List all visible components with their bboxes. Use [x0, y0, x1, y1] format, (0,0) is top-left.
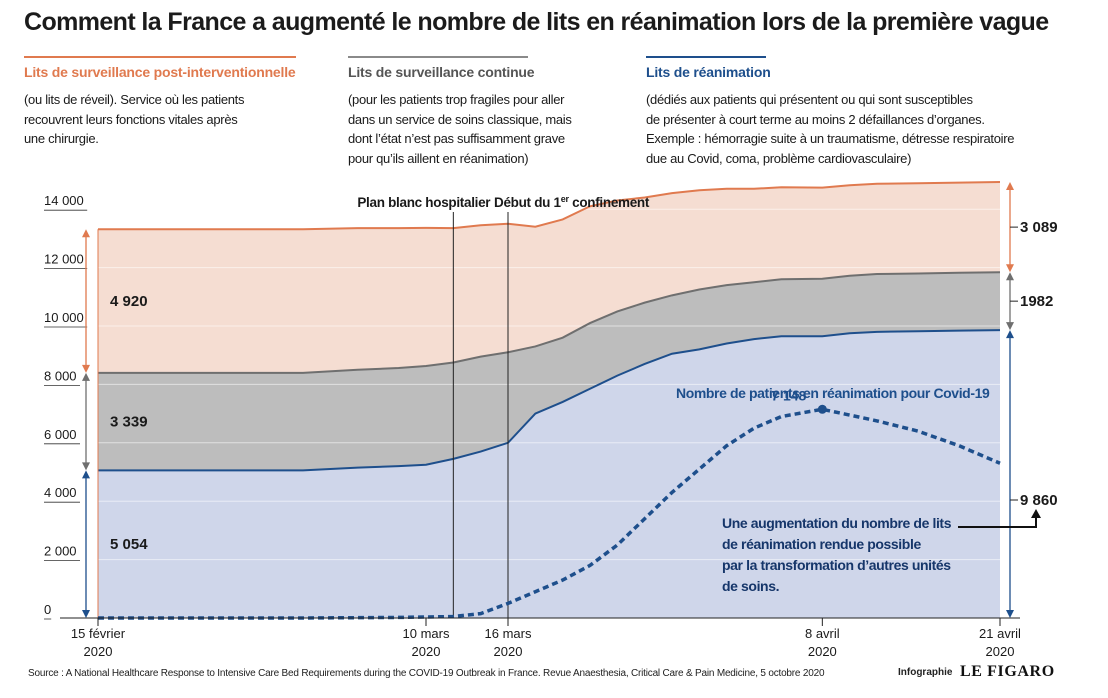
y-tick-label: 14 000: [44, 193, 84, 208]
category-title-post-interventionnelle: Lits de surveillance post-interventionne…: [24, 64, 296, 80]
x-tick-label: 15 février: [71, 626, 126, 641]
line-lits-de-reanimation: [98, 329, 1001, 472]
category-title-reanimation: Lits de réanimation: [646, 64, 771, 80]
annotation-arrow: [958, 515, 1037, 528]
category-rule-post-interventionnelle: [24, 56, 296, 58]
chart-title: Comment la France a augmenté le nombre d…: [24, 8, 1049, 36]
y-tick-label: 8 000: [44, 368, 77, 383]
x-tick-year: 2020: [84, 644, 113, 659]
category-description-continue: (pour les patients trop fragiles pour al…: [348, 92, 572, 166]
x-tick-year: 2020: [494, 644, 523, 659]
category-description-reanimation: (dédiés aux patients qui présentent ou q…: [646, 92, 1015, 166]
start-bracket-continue-arrow-bottom: [82, 462, 90, 471]
area-lits-de-reanimation: [98, 330, 1000, 618]
x-tick-year: 2020: [808, 644, 837, 659]
category-description-post-interventionnelle: (ou lits de réveil). Service où les pati…: [24, 92, 245, 146]
x-tick-year: 2020: [412, 644, 441, 659]
annotation-line: de réanimation rendue possible: [722, 536, 921, 552]
y-tick-label: 12 000: [44, 252, 84, 267]
category-rule-continue: [348, 56, 528, 58]
annotation-line: par la transformation d’autres unités: [722, 557, 951, 573]
covid-series-label: Nombre de patients en réanimation pour C…: [676, 385, 990, 401]
x-tick-label: 10 mars: [403, 626, 450, 641]
y-tick-label: 10 000: [44, 310, 84, 325]
start-bracket-reanimation-arrow-top: [82, 470, 90, 479]
start-bracket-post-interventionnelle-value: 4 920: [110, 293, 148, 310]
end-bracket-reanimation-arrow-bottom: [1006, 610, 1014, 618]
start-bracket-post-interventionnelle-arrow-top: [82, 229, 90, 238]
annotation-line: Une augmentation du nombre de lits: [722, 515, 952, 531]
line-lits-de-surveillance-continue: [98, 271, 1001, 374]
area-lits-de-surveillance-continue: [98, 272, 1000, 471]
covid-line: [98, 407, 1001, 620]
source-note: Source : A National Healthcare Response …: [28, 668, 825, 679]
x-tick-label: 16 mars: [485, 626, 532, 641]
end-bracket-post-interventionnelle-arrow-bottom: [1006, 264, 1014, 273]
end-bracket-reanimation-value: 9 860: [1020, 492, 1058, 509]
line-lits-de-surveillance-post-interventionnelle: [98, 181, 1001, 231]
publisher-logo: LE FIGARO: [960, 663, 1055, 680]
end-bracket-continue-arrow-bottom: [1006, 322, 1014, 331]
credit-label: Infographie: [898, 667, 953, 678]
end-bracket-continue-value: 1982: [1020, 293, 1053, 310]
y-tick-label: 4 000: [44, 485, 77, 500]
event-label: Plan blanc hospitalier: [357, 195, 491, 210]
start-bracket-continue-arrow-top: [82, 372, 90, 381]
start-bracket-post-interventionnelle-arrow-bottom: [82, 364, 90, 373]
covid-peak-marker: [817, 404, 827, 414]
event-label: Début du 1er confinement: [494, 194, 650, 210]
category-title-continue: Lits de surveillance continue: [348, 64, 535, 80]
annotation-line: de soins.: [722, 578, 779, 594]
y-tick-label: 2 000: [44, 544, 77, 559]
stacked-area-chart: Plan blanc hospitalier Début du 1er confi…: [44, 181, 1058, 659]
category-rule-reanimation: [646, 56, 766, 58]
start-bracket-reanimation-arrow-bottom: [82, 610, 90, 618]
covid-peak-label: 7 148: [771, 387, 806, 403]
y-tick-label: 0: [44, 602, 51, 617]
end-bracket-reanimation-arrow-top: [1006, 330, 1014, 339]
end-bracket-post-interventionnelle-arrow-top: [1006, 182, 1014, 191]
x-tick-label: 8 avril: [805, 626, 840, 641]
x-tick-year: 2020: [986, 644, 1015, 659]
annotation-arrow-head: [1031, 509, 1041, 518]
end-bracket-post-interventionnelle-value: 3 089: [1020, 219, 1058, 236]
y-tick-label: 6 000: [44, 427, 77, 442]
end-bracket-continue-arrow-top: [1006, 272, 1014, 281]
start-bracket-continue-value: 3 339: [110, 414, 148, 431]
start-bracket-reanimation-value: 5 054: [110, 536, 148, 553]
x-tick-label: 21 avril: [979, 626, 1021, 641]
